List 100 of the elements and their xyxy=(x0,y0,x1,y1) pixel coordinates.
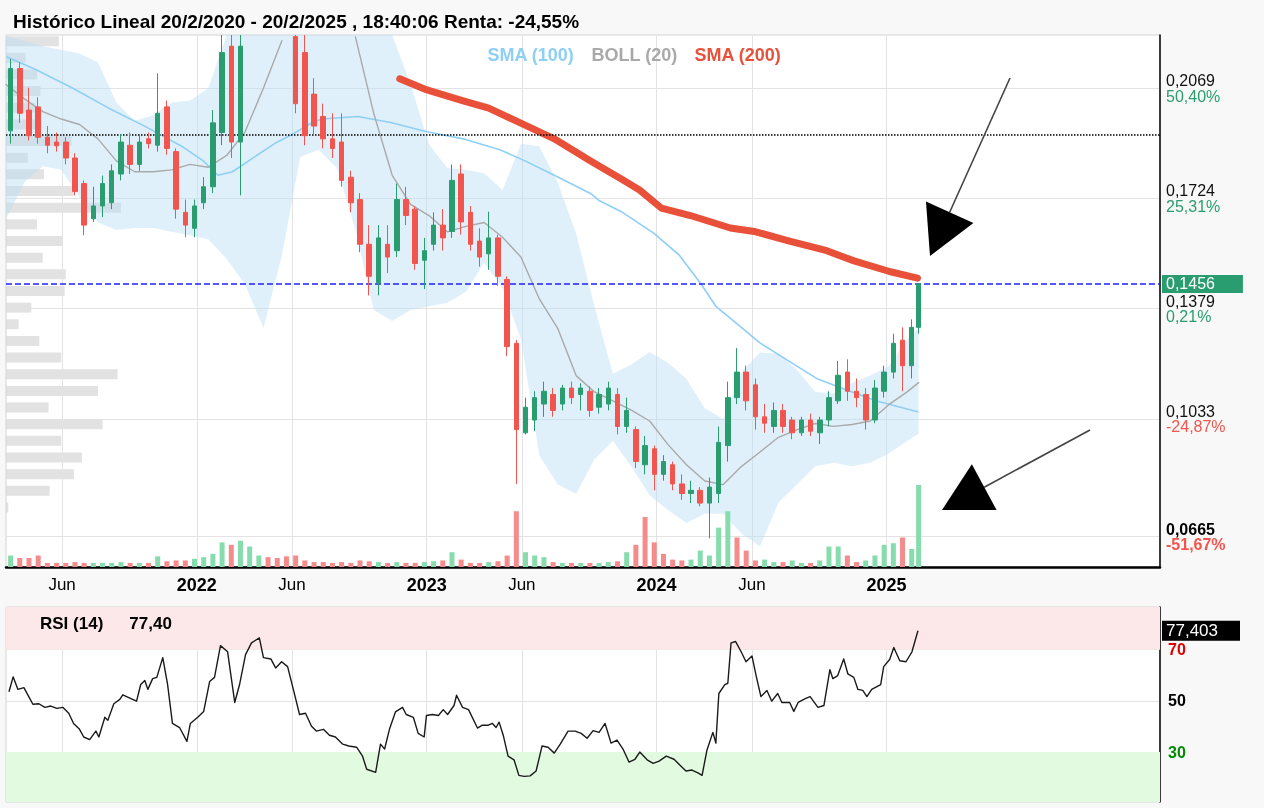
bar xyxy=(670,559,676,567)
annotation: RSI (14) xyxy=(40,614,104,633)
bar xyxy=(495,561,501,567)
bar xyxy=(532,555,538,567)
y-tick-label: 30 xyxy=(1168,743,1186,761)
y2-tick-label: 50,40% xyxy=(1166,87,1221,105)
y-tick-label: 0,1379 xyxy=(1166,292,1216,310)
bar xyxy=(900,537,906,567)
bar xyxy=(90,562,96,567)
bar xyxy=(477,562,483,567)
bar xyxy=(541,557,547,567)
text: 77,403 xyxy=(1166,621,1218,641)
bar xyxy=(6,402,49,413)
bar xyxy=(486,562,492,567)
bar xyxy=(440,560,446,567)
bar xyxy=(890,543,896,567)
bar xyxy=(17,557,23,567)
y2-tick-label: -51,67% xyxy=(1166,536,1226,554)
bar xyxy=(35,555,41,567)
bar xyxy=(559,562,565,567)
ref-line-label: 0,1456 xyxy=(1166,275,1216,293)
y2-tick-label: -24,87% xyxy=(1166,418,1226,436)
bar xyxy=(854,562,860,567)
bar xyxy=(651,542,657,567)
bar xyxy=(467,562,473,567)
bar xyxy=(697,550,703,567)
bar xyxy=(173,560,179,567)
bar xyxy=(164,561,170,567)
y-tick-label: 70 xyxy=(1168,641,1186,659)
bar xyxy=(136,562,142,567)
x-tick-label: 2023 xyxy=(406,575,447,595)
bar xyxy=(201,557,207,567)
bar xyxy=(357,560,363,567)
bar xyxy=(734,537,740,567)
bar xyxy=(725,511,731,567)
bar xyxy=(743,550,749,567)
bar xyxy=(6,169,44,180)
bar xyxy=(155,556,161,567)
bar xyxy=(916,485,922,567)
x-tick-label: 2025 xyxy=(866,575,907,595)
x-tick-label: 2022 xyxy=(176,575,217,595)
x-tick-label: Jun xyxy=(508,575,536,594)
bar xyxy=(431,561,437,567)
bar xyxy=(6,485,50,496)
bar xyxy=(127,562,133,567)
bar xyxy=(771,562,777,567)
bar xyxy=(6,219,38,230)
bar xyxy=(219,542,225,567)
bar xyxy=(817,560,823,567)
annotation: 77,40 xyxy=(129,614,172,633)
bar xyxy=(798,562,804,567)
bar xyxy=(247,546,253,567)
bar xyxy=(835,546,841,567)
bar xyxy=(412,562,418,567)
bar xyxy=(587,562,593,567)
bar xyxy=(293,555,299,567)
bar xyxy=(109,562,115,567)
bar xyxy=(421,562,427,567)
bar xyxy=(863,560,869,567)
bar xyxy=(26,557,32,567)
bar xyxy=(762,559,768,567)
bar xyxy=(6,252,43,263)
bar xyxy=(6,152,28,163)
y2-tick-label: 0,21% xyxy=(1166,308,1212,326)
bar xyxy=(504,555,510,567)
bar xyxy=(706,555,712,567)
x-tick-label: Jun xyxy=(278,575,306,594)
x-tick-label: Jun xyxy=(48,575,76,594)
bar xyxy=(403,562,409,567)
bar xyxy=(8,555,14,567)
bar xyxy=(624,552,630,567)
bar xyxy=(265,557,271,567)
bar xyxy=(808,562,814,567)
bar xyxy=(54,562,60,567)
bar xyxy=(578,562,584,567)
y-tick-label: 0,1724 xyxy=(1166,182,1216,200)
bar xyxy=(256,555,262,567)
bar xyxy=(513,511,519,567)
bar xyxy=(716,527,722,567)
bar xyxy=(394,562,400,567)
bar xyxy=(228,544,234,567)
line-series xyxy=(8,630,919,778)
bar xyxy=(210,553,216,567)
bar xyxy=(569,562,575,567)
y-tick-label: 0,1033 xyxy=(1166,403,1216,421)
bar xyxy=(274,557,280,567)
bar xyxy=(826,546,832,567)
bar xyxy=(596,562,602,567)
y2-tick-label: 25,31% xyxy=(1166,197,1221,215)
y-tick-label: 0,0665 xyxy=(1166,520,1216,538)
x-tick-label: 2024 xyxy=(636,575,677,595)
bar xyxy=(679,560,685,567)
text: BOLL (20) xyxy=(591,45,678,65)
text: SMA (200) xyxy=(694,45,781,65)
bar xyxy=(375,562,381,567)
bar xyxy=(44,562,50,567)
bar xyxy=(182,560,188,567)
bar xyxy=(872,555,878,567)
bar xyxy=(633,544,639,567)
bar xyxy=(6,319,19,330)
